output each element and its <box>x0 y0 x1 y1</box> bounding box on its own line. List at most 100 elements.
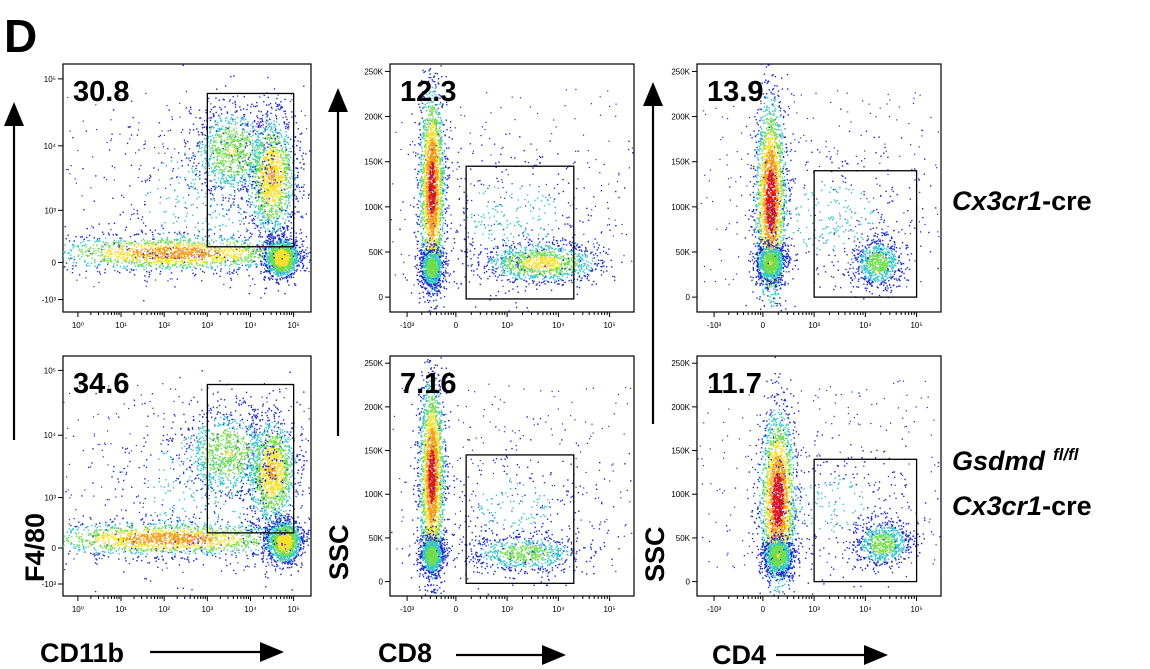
x-tick-label: 0 <box>454 605 459 614</box>
condition-label-row1: Cx3cr1-cre <box>952 186 1092 216</box>
y-tick-label: 200K <box>671 113 690 122</box>
x-tick-label: 10⁵ <box>910 321 922 330</box>
y-tick-label: 50K <box>676 534 691 543</box>
gate-percentage: 13.9 <box>707 76 763 108</box>
y-tick-label: 0 <box>379 578 384 587</box>
event-dots <box>63 370 311 596</box>
y-tick-label: 10⁴ <box>44 431 57 440</box>
x-tick-label: -10³ <box>707 605 722 614</box>
x-tick-label: 10⁵ <box>603 605 615 614</box>
gate-box <box>465 454 575 584</box>
ssc-axis-title-2: SSC <box>640 526 670 582</box>
x-tick-label: 10³ <box>202 605 214 614</box>
f4-80-arrow-head <box>4 102 24 126</box>
x-tick-label: -10³ <box>707 321 722 330</box>
y-tick-label: 250K <box>671 67 690 76</box>
y-tick-label: 0 <box>686 578 691 587</box>
cd8-axis-title: CD8 <box>378 638 432 668</box>
gate-box <box>206 383 295 534</box>
x-tick-label: 10³ <box>501 321 513 330</box>
y-tick-label: 100K <box>671 203 690 212</box>
x-tick-label: 10⁴ <box>552 605 565 614</box>
gate-percentage: 30.8 <box>73 76 129 108</box>
flow-plot-2-2: -10³ 0 10³ 10⁴ 10⁵ 250K 200K 150K 100K 50K 0 7.16 <box>364 355 635 614</box>
x-tick-label: 10³ <box>808 605 820 614</box>
x-tick-label: 10⁴ <box>859 605 872 614</box>
ssc-arrow-head-2 <box>643 82 663 106</box>
x-tick-label: 10⁵ <box>288 605 300 614</box>
event-dots <box>391 356 634 596</box>
y-tick-label: 10³ <box>44 494 56 503</box>
event-dots <box>697 64 940 312</box>
condition-sup-row2: fl/fl <box>1053 445 1080 464</box>
flow-plot-2-3: -10³ 0 10³ 10⁴ 10⁵ 250K 200K 150K 100K 50K 0 11.7 <box>671 355 942 614</box>
x-tick-label: 10² <box>158 605 170 614</box>
y-tick-label: 200K <box>364 403 383 412</box>
y-tick-label: 0 <box>52 258 57 267</box>
y-tick-label: 200K <box>364 113 383 122</box>
x-tick-label: 10⁵ <box>910 605 922 614</box>
condition-suffix-row1: -cre <box>1042 186 1092 216</box>
condition-gene-row2: Gsdmd <box>952 446 1046 476</box>
condition-label-row2-line1: Gsdmd fl/fl <box>952 445 1080 476</box>
x-tick-label: 0 <box>454 321 459 330</box>
condition-suffix2-row2: -cre <box>1042 491 1092 521</box>
y-tick-label: 100K <box>364 490 383 499</box>
x-tick-label: 10⁴ <box>552 321 565 330</box>
y-tick-label: 200K <box>671 403 690 412</box>
x-tick-label: 10³ <box>808 321 820 330</box>
panel-label: D <box>4 10 37 62</box>
x-tick-label: 10⁴ <box>244 605 257 614</box>
y-tick-label: 0 <box>52 544 57 553</box>
x-tick-label: -10³ <box>400 605 415 614</box>
gate-percentage: 11.7 <box>707 368 762 400</box>
y-tick-label: 50K <box>369 248 384 257</box>
y-tick-label: 250K <box>671 359 690 368</box>
y-tick-label: 150K <box>364 158 383 167</box>
cd8-arrow-head <box>542 645 566 665</box>
y-tick-label: 250K <box>364 67 383 76</box>
x-tick-label: 10³ <box>501 605 513 614</box>
plot-grid: 10⁰ 10¹ 10² 10³ 10⁴ 10⁵ 10⁵ 10⁴ 10³ 0 -10³ 30.8 -10³… <box>42 63 942 614</box>
gate-box <box>206 92 295 248</box>
flow-plot-1-1: 10⁰ 10¹ 10² 10³ 10⁴ 10⁵ 10⁵ 10⁴ 10³ 0 -10³ 30.8 <box>42 63 312 330</box>
condition-gene2-row2: Cx3cr1 <box>952 491 1042 521</box>
cd4-axis-title: CD4 <box>712 640 766 669</box>
x-tick-label: 10² <box>158 321 170 330</box>
x-tick-label: 10¹ <box>115 605 127 614</box>
y-tick-label: 150K <box>671 158 690 167</box>
y-tick-label: 0 <box>379 293 384 302</box>
x-tick-label: 10⁵ <box>288 321 300 330</box>
x-tick-label: 10⁵ <box>603 321 615 330</box>
y-tick-label: 150K <box>364 447 383 456</box>
y-tick-label: 250K <box>364 359 383 368</box>
y-tick-label: 10³ <box>44 206 56 215</box>
x-tick-label: 10⁰ <box>72 605 84 614</box>
cd11b-arrow-head <box>260 642 284 662</box>
f4-80-axis-title: F4/80 <box>20 513 50 582</box>
gate-box <box>813 458 918 583</box>
gate-percentage: 12.3 <box>400 76 456 108</box>
y-tick-label: 10⁴ <box>44 142 57 151</box>
y-tick-label: 50K <box>369 534 384 543</box>
flow-plot-1-3: -10³ 0 10³ 10⁴ 10⁵ 250K 200K 150K 100K 50K 0 13.9 <box>671 63 942 330</box>
event-dots <box>390 65 634 312</box>
flow-plot-1-2: -10³ 0 10³ 10⁴ 10⁵ 250K 200K 150K 100K 50K 0 12.3 <box>364 63 635 330</box>
y-tick-label: 10⁵ <box>44 366 56 375</box>
ssc-arrow-head-1 <box>328 88 348 112</box>
x-tick-label: 10¹ <box>115 321 127 330</box>
gate-box <box>813 170 918 298</box>
y-tick-label: 50K <box>676 248 691 257</box>
x-tick-label: 10⁰ <box>72 321 84 330</box>
y-tick-label: 10⁵ <box>44 75 56 84</box>
y-tick-label: 100K <box>671 490 690 499</box>
x-tick-label: 0 <box>761 321 766 330</box>
gate-box <box>465 165 575 300</box>
cd4-arrow-head <box>864 645 888 665</box>
flow-plot-2-1: 10⁰ 10¹ 10² 10³ 10⁴ 10⁵ 10⁵ 10⁴ 10³ 0 -10³ 34.6 <box>42 355 312 614</box>
gate-percentage: 34.6 <box>73 368 129 400</box>
cd11b-axis-title: CD11b <box>40 638 124 668</box>
y-tick-label: -10³ <box>42 296 57 305</box>
x-tick-label: -10³ <box>400 321 415 330</box>
